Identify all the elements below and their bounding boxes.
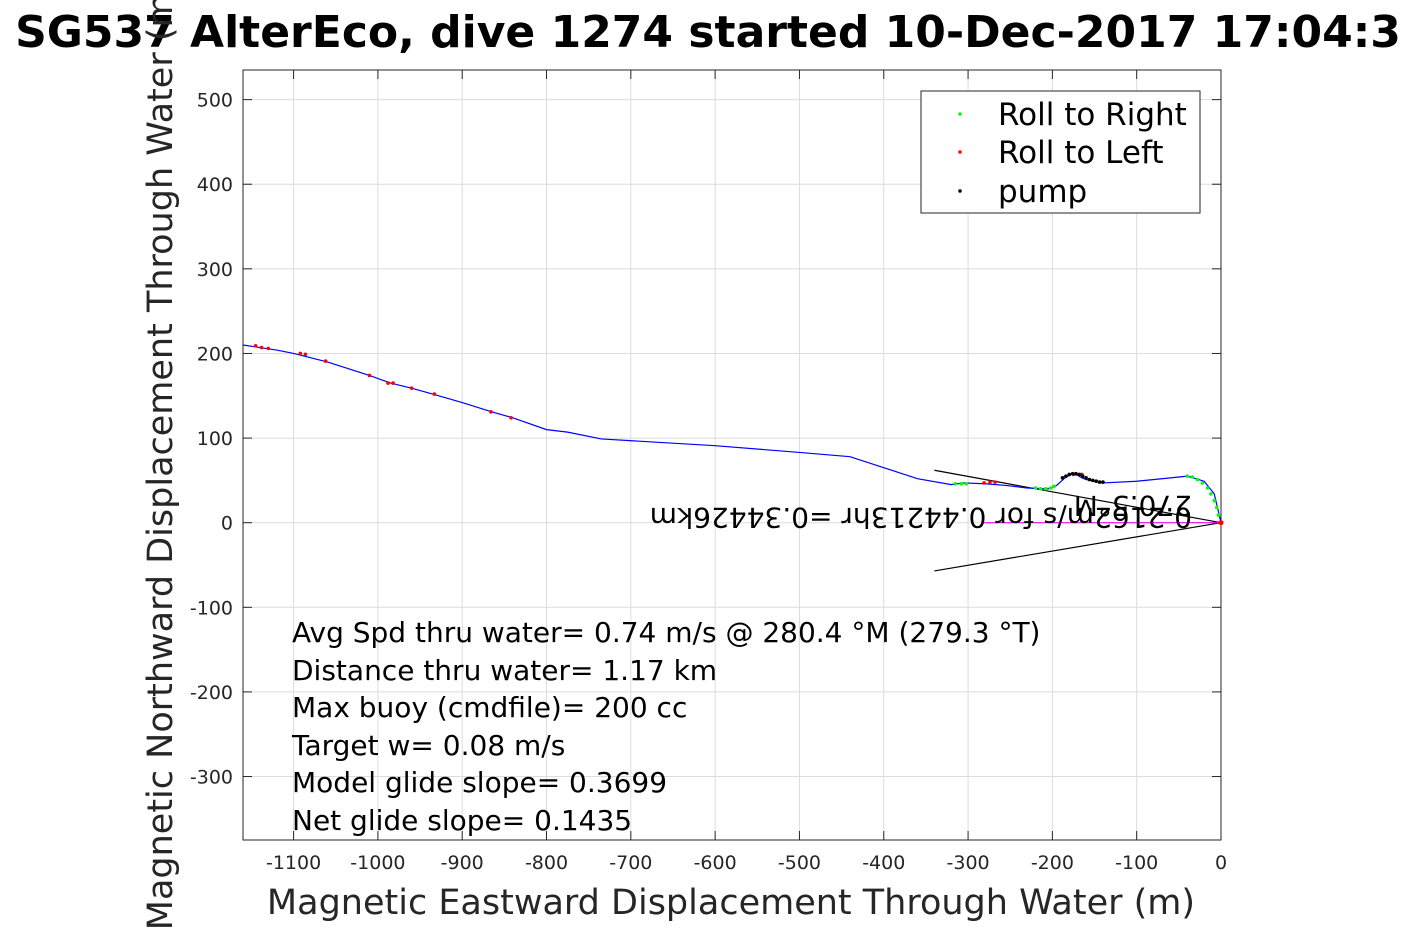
annotation-distance: Distance thru water= 1.17 km — [292, 654, 717, 687]
y-tick-label: -300 — [190, 767, 233, 789]
roll-to-right-point — [1043, 487, 1048, 491]
plot-area-frame — [242, 69, 1222, 841]
legend-label-roll-left: Roll to Left — [998, 135, 1164, 171]
x-tick-label: -100 — [1115, 852, 1158, 874]
annotation-avg-speed: Avg Spd thru water= 0.74 m/s @ 280.4 °M … — [292, 616, 1040, 649]
y-axis-label: Magnetic Northward Displacement Through … — [141, 0, 181, 930]
annotation-net-glide-slope: Net glide slope= 0.1435 — [292, 804, 632, 837]
pump-point — [1074, 471, 1078, 476]
roll-to-right-point — [1190, 475, 1195, 479]
roll-to-right-point — [1216, 513, 1221, 517]
roll-to-right-point — [964, 481, 969, 486]
roll-to-right-point — [1195, 477, 1200, 482]
roll-to-left-point — [303, 352, 308, 357]
x-tick-label: -900 — [441, 852, 484, 874]
x-tick-label: -500 — [778, 852, 821, 874]
x-tick-label: -300 — [947, 852, 990, 874]
roll-to-right-point — [1185, 474, 1190, 478]
roll-to-right-point — [1212, 498, 1217, 503]
y-tick-label: 0 — [221, 513, 233, 535]
current-vector-label: 0.2162m/s for 0.44213hr =0.34426km — [650, 501, 1192, 534]
legend-marker-roll-left — [958, 150, 962, 154]
y-tick-label: 300 — [197, 259, 233, 281]
pump-point — [1097, 480, 1102, 484]
legend-label-roll-right: Roll to Right — [998, 97, 1187, 133]
roll-to-left-point — [298, 351, 303, 356]
roll-to-left-point — [323, 359, 328, 363]
pump-point — [1077, 472, 1082, 477]
y-tick-label: 500 — [197, 90, 233, 112]
roll-to-left-point — [993, 480, 997, 484]
y-tick-label: 400 — [197, 174, 233, 196]
current-wedge-upper-line — [934, 469, 1222, 524]
chart-title: SG537 AlterEco, dive 1274 started 10-Dec… — [15, 7, 1401, 58]
legend: Roll to Right Roll to Left pump — [920, 90, 1201, 214]
roll-to-left-point — [253, 344, 258, 348]
roll-to-right-point — [1214, 505, 1219, 510]
annotation-block: Avg Spd thru water= 0.74 m/s @ 280.4 °M … — [291, 616, 1040, 837]
roll-to-right-point — [1205, 486, 1210, 490]
x-tick-label: -700 — [609, 852, 652, 874]
x-tick-label: -400 — [862, 852, 905, 874]
roll-to-left-point — [386, 381, 390, 385]
x-axis-label: Magnetic Eastward Displacement Through W… — [267, 883, 1195, 923]
legend-marker-pump — [958, 189, 962, 193]
x-tick-label: -1000 — [350, 852, 405, 874]
legend-label-pump: pump — [998, 174, 1087, 210]
x-tick-label: 0 — [1215, 852, 1227, 874]
roll-to-left-point — [489, 410, 493, 414]
x-tick-label: -800 — [525, 852, 568, 874]
pump-point — [1080, 474, 1085, 478]
roll-to-right-point — [953, 481, 958, 486]
roll-to-left-point — [988, 480, 992, 484]
current-heading-label: 270.5°M — [1074, 489, 1192, 522]
pump-point — [1087, 477, 1092, 482]
annotation-model-glide-slope: Model glide slope= 0.3699 — [292, 766, 667, 799]
pump-point — [1064, 474, 1068, 478]
roll-to-right-point — [1209, 492, 1213, 496]
annotation-target-w: Target w= 0.08 m/s — [291, 729, 565, 762]
current-wedge-lower-line — [934, 522, 1222, 572]
roll-to-right-point — [959, 481, 964, 486]
x-tick-label: -600 — [694, 852, 737, 874]
pump-point — [1094, 479, 1099, 484]
x-tick-label: -1100 — [266, 852, 321, 874]
roll-to-left-point — [266, 346, 271, 351]
roll-to-right-point — [1038, 487, 1043, 491]
y-tick-label: 200 — [197, 343, 233, 365]
pump-point — [1060, 476, 1065, 480]
roll-to-left-point — [409, 386, 414, 390]
roll-to-right-point — [1052, 484, 1056, 489]
pump-point — [1070, 471, 1075, 476]
roll-to-left-point — [509, 415, 513, 420]
x-tick-label: -200 — [1031, 852, 1074, 874]
roll-to-left-point — [259, 345, 264, 350]
pump-point — [1084, 476, 1088, 480]
y-tick-label: -100 — [190, 597, 233, 619]
roll-to-right-point — [1033, 486, 1038, 490]
roll-to-left-point — [432, 392, 437, 396]
roll-to-right-point — [1200, 481, 1205, 485]
legend-marker-roll-right — [958, 112, 962, 116]
pump-point — [1101, 480, 1105, 484]
plot-marks — [242, 344, 1224, 572]
roll-to-left-point — [982, 481, 986, 485]
roll-to-right-point — [1048, 486, 1053, 490]
y-tick-label: 100 — [197, 428, 233, 450]
legend-box — [920, 90, 1201, 214]
roll-to-left-point — [391, 381, 395, 385]
roll-to-left-point — [367, 373, 372, 378]
annotation-max-buoy: Max buoy (cmdfile)= 200 cc — [292, 691, 687, 724]
y-tick-label: -200 — [190, 682, 233, 704]
axis-ticks: -1100 -1000 -900 -800 -700 -600 -500 -400 -300 -2… — [190, 70, 1227, 874]
pump-point — [1067, 472, 1072, 477]
dive-origin-point — [1218, 520, 1224, 526]
pump-point — [1091, 478, 1095, 483]
